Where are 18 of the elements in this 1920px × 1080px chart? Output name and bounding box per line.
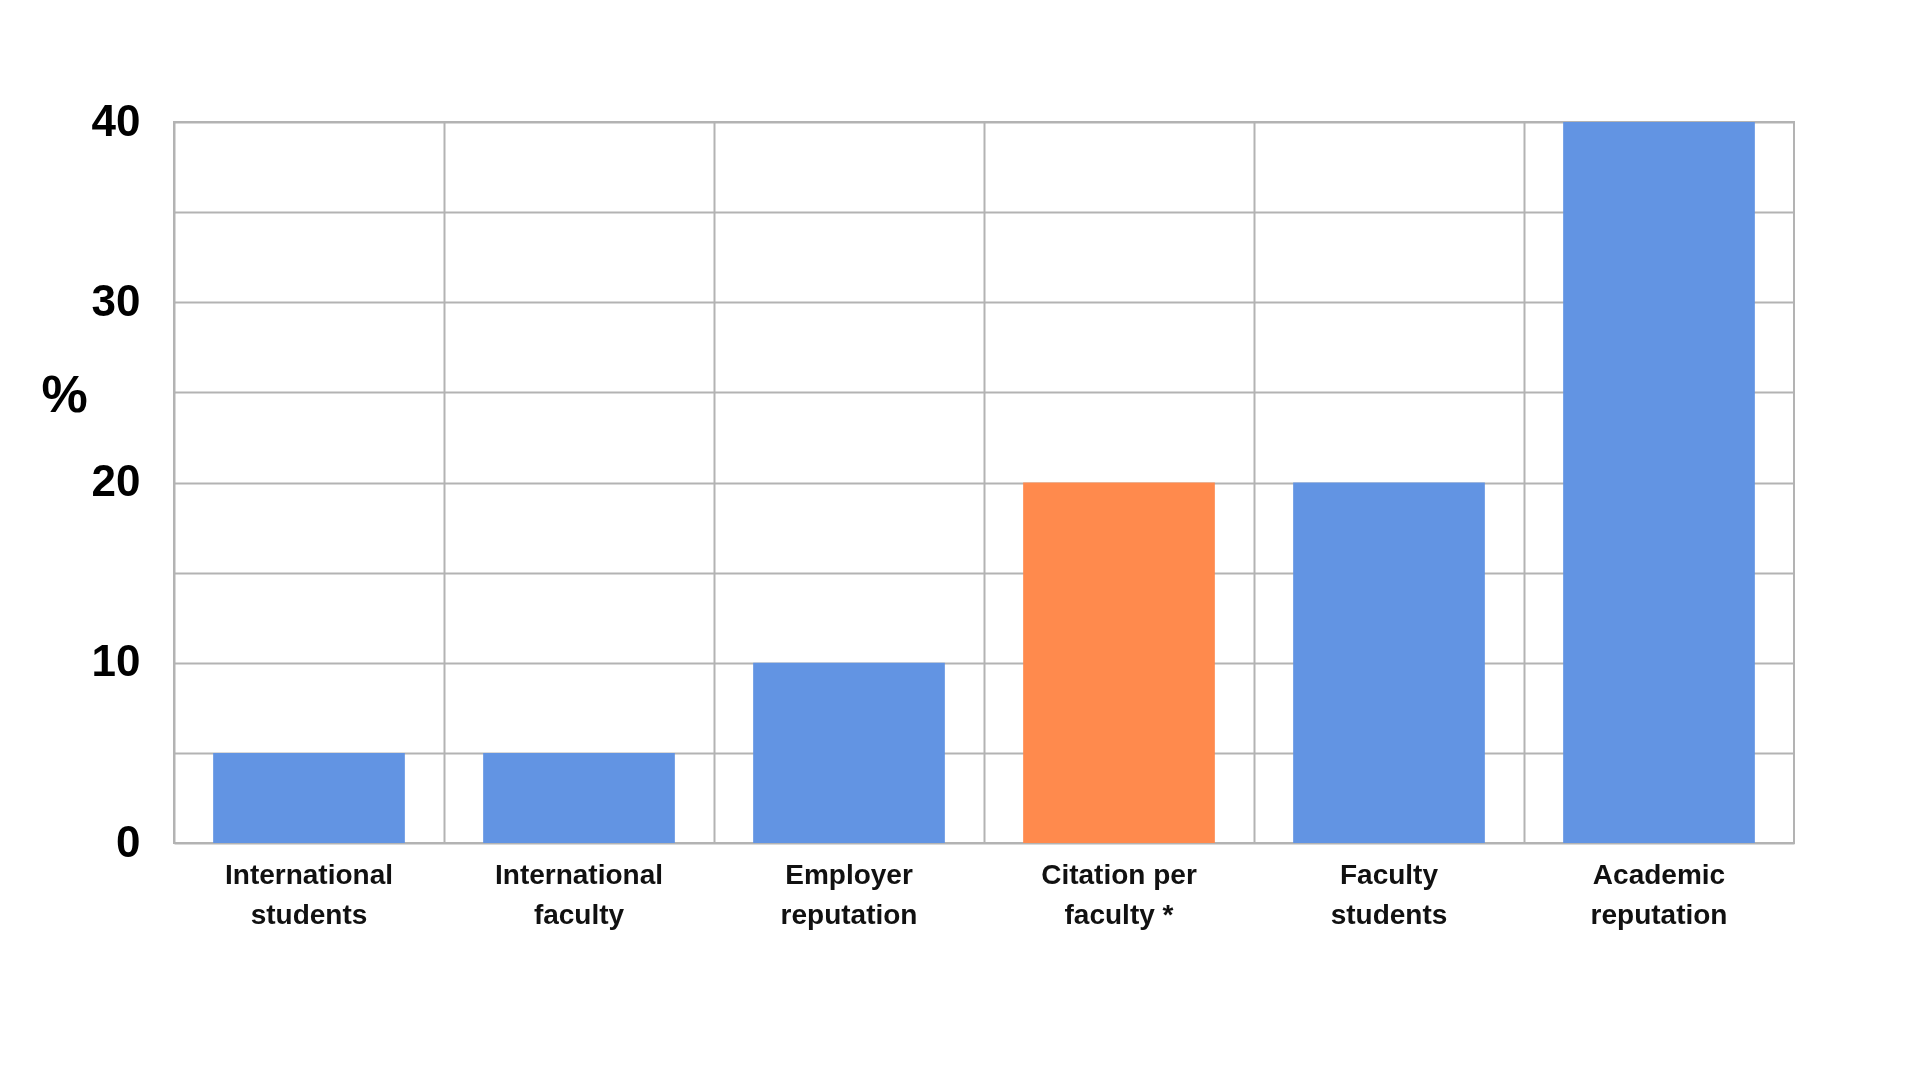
x-tick-label: International faculty — [494, 858, 664, 930]
bar — [1563, 122, 1755, 843]
bar — [213, 752, 405, 843]
y-tick-label: 10 — [91, 636, 141, 686]
x-tick-label: Employer reputation — [780, 858, 918, 930]
bar — [753, 662, 945, 843]
bar — [1293, 482, 1485, 843]
y-axis-title: % — [41, 364, 88, 423]
y-tick-label: 40 — [91, 95, 141, 145]
x-tick-label: International students — [224, 858, 394, 930]
bar — [1023, 482, 1215, 843]
x-tick-label: Faculty students — [1330, 858, 1448, 930]
y-tick-label: 0 — [116, 816, 141, 866]
bar — [483, 752, 675, 843]
x-tick-label: Citation per faculty * — [1041, 858, 1197, 930]
x-tick-label: Academic reputation — [1590, 858, 1728, 930]
y-tick-label: 20 — [91, 456, 141, 505]
y-tick-label: 30 — [91, 275, 141, 325]
